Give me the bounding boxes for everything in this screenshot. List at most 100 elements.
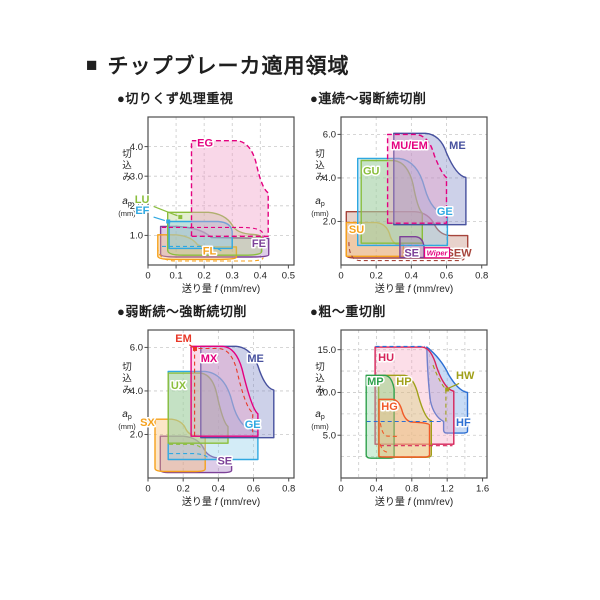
- x-tick-label: 0.4: [370, 484, 383, 495]
- x-tick-label: 1.6: [476, 484, 489, 495]
- region-MU/EM: [386, 133, 448, 224]
- region-EG: [190, 140, 269, 237]
- region-label-ME: ME: [247, 353, 264, 365]
- region-ME: [393, 132, 467, 226]
- region-label-GU: GU: [363, 166, 380, 178]
- gridlines: [148, 117, 294, 265]
- region-label-SE: SE: [404, 247, 419, 259]
- y-axis-unit: (mm): [118, 209, 136, 218]
- x-tick-label: 0.2: [370, 271, 383, 282]
- region-echo-line: [379, 444, 388, 453]
- y-axis-symbol: ap: [315, 196, 325, 208]
- wiper-badge: Wiper: [423, 247, 451, 259]
- page-title-text: チップブレーカ適用領域: [107, 55, 350, 78]
- y-axis-label-char: み: [122, 385, 132, 396]
- x-tick-label: 0.4: [405, 271, 418, 282]
- y-axis-label-char: 込: [315, 161, 325, 172]
- tick-labels: 0 0.2 0.4 0.6 0.8 2.0 4.0 6.0: [130, 343, 296, 495]
- chart-svg: 0 0.4 0.8 1.2 1.6 5.0 10.0 15.0 送り量 f (mm/rev) 切込…: [311, 329, 490, 508]
- region-echo-line: [348, 242, 465, 262]
- region-label-FE: FE: [252, 238, 266, 250]
- x-tick-label: 0: [338, 484, 343, 495]
- region-label-ME: ME: [449, 140, 466, 152]
- chart-panel-continuous-cutting: ●連続〜弱断続切削 0 0.2 0.4 0.6 0.8 2.0 4.0 6.0 送り量 f (m…: [305, 88, 510, 303]
- x-tick-label: 0.3: [226, 271, 239, 282]
- y-axis-label-char: み: [315, 385, 325, 396]
- chart-subtitle-heavy-cutting: ●粗〜重切削: [310, 304, 386, 319]
- y-tick-label: 10.0: [318, 388, 337, 399]
- region-label-EG: EG: [197, 138, 213, 150]
- y-axis-symbol: ap: [122, 409, 132, 421]
- axis-ticks: [337, 349, 484, 482]
- chart-panel-interrupted-cutting: ●弱断続〜強断続切削 0 0.2 0.4 0.6 0.8 2.0 4.0 6.0 送り量 f (…: [112, 301, 317, 516]
- wiper-badge-box: [423, 247, 451, 259]
- region-echo-line: [432, 364, 447, 422]
- callout-marker: [445, 387, 450, 392]
- x-axis-label: 送り量 f (mm/rev): [182, 282, 260, 295]
- tick-labels: 0 0.4 0.8 1.2 1.6 5.0 10.0 15.0: [318, 345, 490, 495]
- region-HG: [378, 398, 431, 458]
- y-tick-label: 2.0: [323, 217, 336, 228]
- plot-frame: [147, 329, 295, 479]
- wiper-badge-text: Wiper: [427, 248, 449, 257]
- y-axis-label-char: 込: [315, 374, 325, 385]
- y-axis-label-char: 込: [122, 374, 132, 385]
- page-title: ■ チップブレーカ適用領域: [86, 50, 349, 80]
- y-axis-label-char: み: [122, 172, 132, 183]
- chart-svg: 0 0.2 0.4 0.6 0.8 2.0 4.0 6.0 送り量 f (mm/rev) 切込み a…: [311, 116, 488, 295]
- callout-marker: [192, 346, 197, 351]
- region-label-SU: SU: [349, 224, 364, 236]
- x-axis-label: 送り量 f (mm/rev): [375, 495, 453, 508]
- callout-HW: HW: [445, 368, 476, 392]
- plot-frame: [147, 116, 295, 266]
- region-label-MX: MX: [201, 353, 218, 365]
- y-axis-label-char: 込: [122, 161, 132, 172]
- x-tick-label: 1.2: [441, 484, 454, 495]
- chart-subtitle-continuous-cutting: ●連続〜弱断続切削: [310, 91, 427, 106]
- region-EF: [168, 220, 233, 250]
- y-axis-label: 切込み ap(mm): [311, 362, 329, 431]
- axis-ticks: [144, 146, 289, 269]
- axis-ticks: [144, 346, 290, 482]
- y-tick-label: 4.0: [130, 386, 143, 397]
- region-label-GE: GE: [437, 206, 453, 218]
- region-label-EF: EF: [135, 205, 149, 217]
- callout-LU: LU: [133, 192, 183, 220]
- x-tick-label: 0.4: [212, 484, 225, 495]
- x-tick-label: 0: [338, 271, 343, 282]
- x-tick-label: 0: [145, 484, 150, 495]
- gridlines: [148, 330, 294, 478]
- x-tick-label: 0: [145, 271, 150, 282]
- chart-subtitle-chip-control: ●切りくず処理重視: [117, 91, 234, 106]
- region-FE: [159, 225, 270, 258]
- region-label-HW: HW: [456, 370, 475, 382]
- y-axis-label-char: 切: [315, 149, 325, 160]
- region-label-HF: HF: [456, 417, 471, 429]
- y-axis-unit: (mm): [311, 422, 329, 431]
- callout-EF: EF: [134, 203, 171, 224]
- y-tick-label: 2.0: [130, 201, 143, 212]
- chart-panel-chip-control: ●切りくず処理重視 0 0.1 0.2 0.3 0.4 0.5 1.0 2.0 3.0 4.0 送り…: [112, 88, 317, 303]
- callout-leader-line: [153, 216, 166, 222]
- x-tick-label: 0.8: [282, 484, 295, 495]
- region-echo-line: [169, 443, 203, 450]
- region-label-SX: SX: [140, 417, 155, 429]
- region-echo-line: [162, 245, 223, 253]
- region-echo-line: [194, 347, 254, 436]
- region-label-FL: FL: [203, 246, 217, 258]
- region-SE: [159, 435, 233, 474]
- region-label-UX: UX: [171, 380, 187, 392]
- x-tick-label: 0.2: [198, 271, 211, 282]
- y-tick-label: 6.0: [323, 130, 336, 141]
- chart-svg: 0 0.2 0.4 0.6 0.8 2.0 4.0 6.0 送り量 f (mm/rev) 切込み a…: [118, 329, 296, 508]
- chart-interrupted-cutting: 0 0.2 0.4 0.6 0.8 2.0 4.0 6.0 送り量 f (mm/rev) 切込み a…: [112, 324, 317, 516]
- x-tick-label: 0.8: [475, 271, 488, 282]
- y-tick-label: 2.0: [130, 430, 143, 441]
- x-tick-label: 0.8: [405, 484, 418, 495]
- region-echo-line: [379, 423, 398, 438]
- region-FL: [157, 234, 238, 261]
- region-label-HU: HU: [378, 352, 394, 364]
- y-tick-label: 4.0: [130, 142, 143, 153]
- y-axis-unit: (mm): [118, 422, 136, 431]
